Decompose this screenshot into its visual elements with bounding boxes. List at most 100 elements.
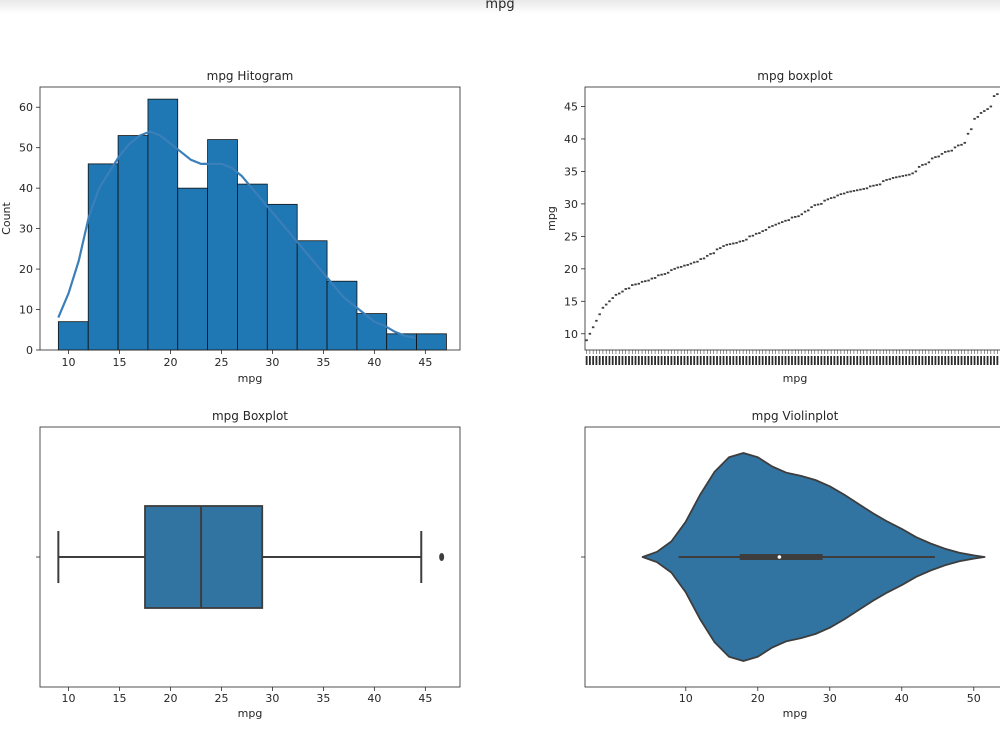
x-tick-label-glyph	[660, 356, 663, 365]
category-boxplot-axes-frame	[584, 86, 1000, 351]
x-tick-label-glyph	[686, 356, 689, 365]
x-tick-label-glyph	[879, 356, 881, 365]
y-tick-label: 10	[564, 328, 578, 341]
x-tick-label-glyph	[690, 356, 692, 365]
x-tick-label-glyph	[758, 356, 761, 365]
x-tick-label-glyph	[820, 356, 823, 365]
x-tick-label-glyph	[765, 356, 767, 365]
x-tick-label: 25	[214, 692, 228, 705]
window-top-bar	[0, 0, 1000, 14]
histogram-bar	[147, 98, 179, 351]
x-tick-label-glyph	[989, 356, 992, 365]
histogram-ylabel: Count	[0, 201, 13, 234]
x-tick-label-glyph	[973, 356, 976, 365]
x-tick-label: 10	[62, 356, 76, 369]
category-boxplot-xlabel: mpg	[783, 372, 808, 385]
histogram-bar	[207, 139, 238, 351]
histogram-bar	[117, 135, 149, 351]
x-tick-label-glyph	[833, 356, 836, 365]
x-tick-label-glyph	[797, 356, 800, 365]
x-tick-label-glyph	[898, 356, 901, 365]
y-tick-label: 40	[19, 182, 33, 195]
x-tick-label-glyph	[771, 356, 774, 365]
x-tick-label-glyph	[794, 356, 797, 365]
x-tick-label-glyph	[849, 356, 852, 365]
violinplot-title: mpg Violinplot	[752, 409, 839, 423]
x-tick-label: 25	[214, 356, 228, 369]
boxplot-xlabel: mpg	[238, 707, 263, 720]
x-tick-label-glyph	[892, 356, 894, 365]
x-tick-label-glyph	[719, 356, 722, 365]
x-tick-label-glyph	[901, 356, 904, 365]
x-tick-label-glyph	[846, 356, 849, 365]
x-tick-label-glyph	[843, 356, 846, 365]
x-tick-label-glyph	[611, 356, 614, 365]
x-tick-label-glyph	[751, 356, 754, 365]
x-tick-label-glyph	[862, 356, 865, 365]
x-tick-label: 20	[163, 692, 177, 705]
x-tick-label-glyph	[836, 356, 839, 365]
x-tick-label-glyph	[693, 356, 696, 365]
x-tick-label: 20	[163, 356, 177, 369]
x-tick-label-glyph	[937, 356, 940, 365]
x-tick-label-glyph	[866, 356, 868, 365]
x-tick-label-glyph	[667, 356, 670, 365]
y-tick-label: 10	[19, 304, 33, 317]
x-tick-label-glyph	[663, 356, 666, 365]
y-tick-label: 30	[564, 198, 578, 211]
x-tick-label-glyph	[957, 356, 960, 365]
histogram-bar	[57, 321, 89, 351]
x-tick-label-glyph	[602, 356, 604, 365]
x-tick-label-glyph	[817, 356, 819, 365]
y-tick-label: 20	[19, 263, 33, 276]
x-tick-label-glyph	[742, 356, 745, 365]
x-tick-label-glyph	[895, 356, 898, 365]
x-tick-label: 30	[265, 692, 279, 705]
x-tick-label-glyph	[911, 356, 914, 365]
category-boxplot-ylabel: mpg	[545, 206, 558, 231]
x-tick-label-glyph	[709, 356, 712, 365]
x-tick-label-glyph	[588, 356, 591, 365]
x-tick-label-glyph	[993, 356, 996, 365]
violin-median-point	[777, 555, 782, 559]
x-tick-label-glyph	[967, 356, 969, 365]
x-tick-label-glyph	[677, 356, 679, 365]
x-tick-label-glyph	[983, 356, 986, 365]
y-tick-label: 35	[564, 165, 578, 178]
histogram-bar	[296, 240, 328, 351]
x-tick-label-glyph	[784, 356, 787, 365]
x-tick-label-glyph	[641, 356, 643, 365]
x-tick-label-glyph	[592, 356, 595, 365]
category-boxplot-title: mpg boxplot	[757, 69, 833, 83]
x-tick-label-glyph	[628, 356, 630, 365]
histogram-bar	[177, 187, 208, 351]
y-tick-label: 0	[26, 344, 33, 357]
x-tick-label-glyph	[963, 356, 966, 365]
x-tick-label-glyph	[778, 356, 780, 365]
x-tick-label-glyph	[755, 356, 758, 365]
histogram-axes-frame	[39, 86, 461, 351]
x-tick-label: 45	[418, 692, 432, 705]
x-tick-label-glyph	[888, 356, 891, 365]
x-tick-label-glyph	[905, 356, 907, 365]
x-tick-label-glyph	[986, 356, 989, 365]
x-tick-label-glyph	[735, 356, 738, 365]
x-tick-label-glyph	[853, 356, 855, 365]
x-tick-label: 40	[895, 692, 909, 705]
iqr-box	[144, 505, 264, 609]
histogram-bar	[87, 163, 119, 351]
x-tick-label-glyph	[781, 356, 784, 365]
x-tick-label-glyph	[970, 356, 973, 365]
x-tick-label-glyph	[882, 356, 885, 365]
y-tick-label: 20	[564, 263, 578, 276]
x-tick-label-glyph	[657, 356, 660, 365]
x-tick-label-glyph	[859, 356, 862, 365]
x-tick-label-glyph	[634, 356, 637, 365]
x-tick-label-glyph	[872, 356, 875, 365]
y-tick-label: 25	[564, 230, 578, 243]
x-tick-label-glyph	[813, 356, 816, 365]
x-tick-label-glyph	[631, 356, 634, 365]
x-tick-label-glyph	[703, 356, 705, 365]
x-tick-label: 35	[316, 356, 330, 369]
y-tick-label: 15	[564, 295, 578, 308]
